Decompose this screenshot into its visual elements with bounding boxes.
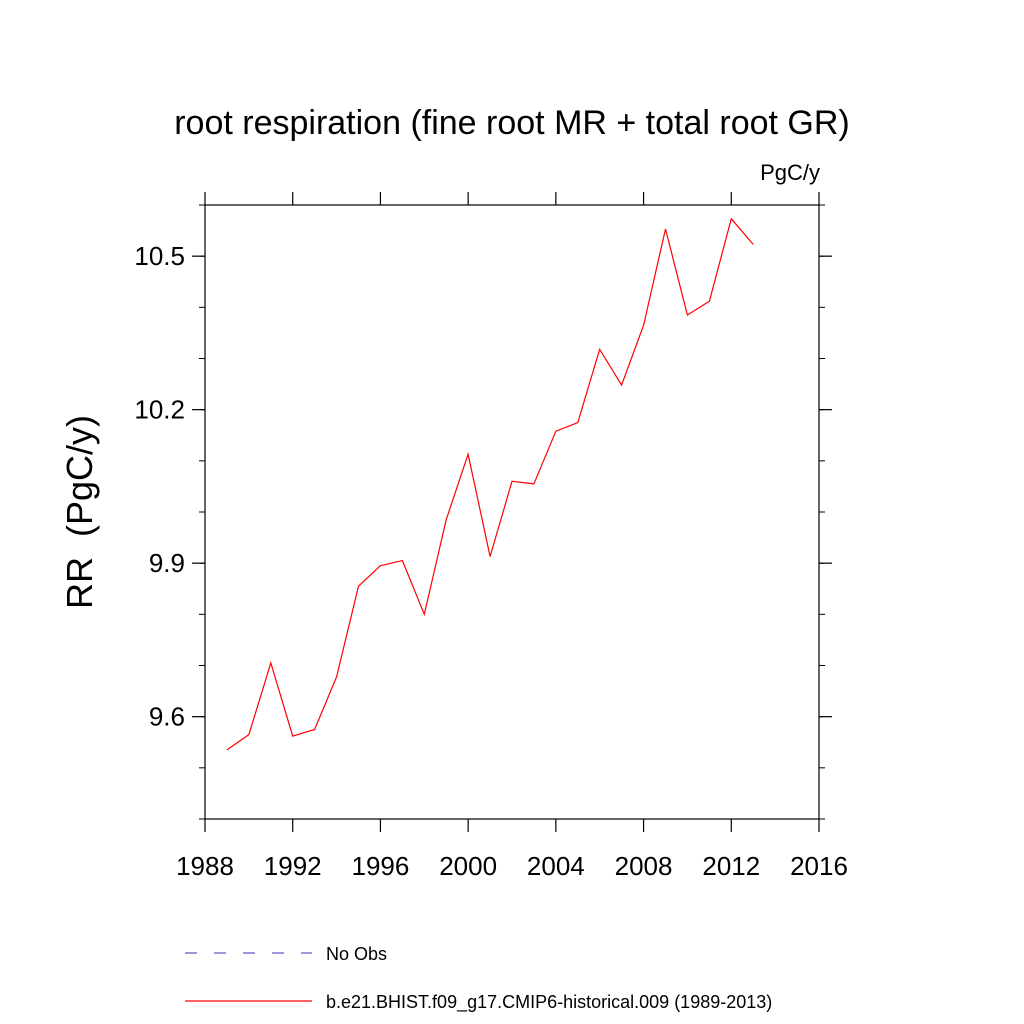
y-tick-label: 9.9 bbox=[149, 548, 185, 578]
legend: No Obs b.e21.BHIST.f09_g17.CMIP6-historic… bbox=[185, 944, 772, 1013]
x-tick-label: 1992 bbox=[264, 851, 322, 881]
series-line-0 bbox=[226, 217, 754, 751]
chart-title: root respiration (fine root MR + total r… bbox=[174, 104, 850, 142]
legend-label-0: No Obs bbox=[326, 944, 387, 964]
x-tick-label: 1988 bbox=[176, 851, 234, 881]
y-axis-label: RR (PgC/y) bbox=[59, 415, 100, 609]
x-tick-label: 2004 bbox=[527, 851, 585, 881]
x-tick-label: 2016 bbox=[790, 851, 848, 881]
axis-ticks bbox=[192, 192, 832, 832]
x-tick-label: 1996 bbox=[352, 851, 410, 881]
series-group bbox=[226, 217, 754, 751]
x-tick-label: 2008 bbox=[615, 851, 673, 881]
x-tick-label: 2000 bbox=[439, 851, 497, 881]
chart-units-label: PgC/y bbox=[760, 160, 820, 185]
y-tick-label: 9.6 bbox=[149, 702, 185, 732]
x-tick-label: 2012 bbox=[702, 851, 760, 881]
axis-tick-labels: 1988 1992 1996 2000 2004 2008 2012 2016 9.6 9.9 10… bbox=[134, 241, 848, 881]
y-tick-label: 10.2 bbox=[134, 395, 185, 425]
legend-label-1: b.e21.BHIST.f09_g17.CMIP6-historical.009… bbox=[326, 992, 772, 1013]
plot-frame bbox=[204, 204, 820, 820]
y-tick-label: 10.5 bbox=[134, 241, 185, 271]
